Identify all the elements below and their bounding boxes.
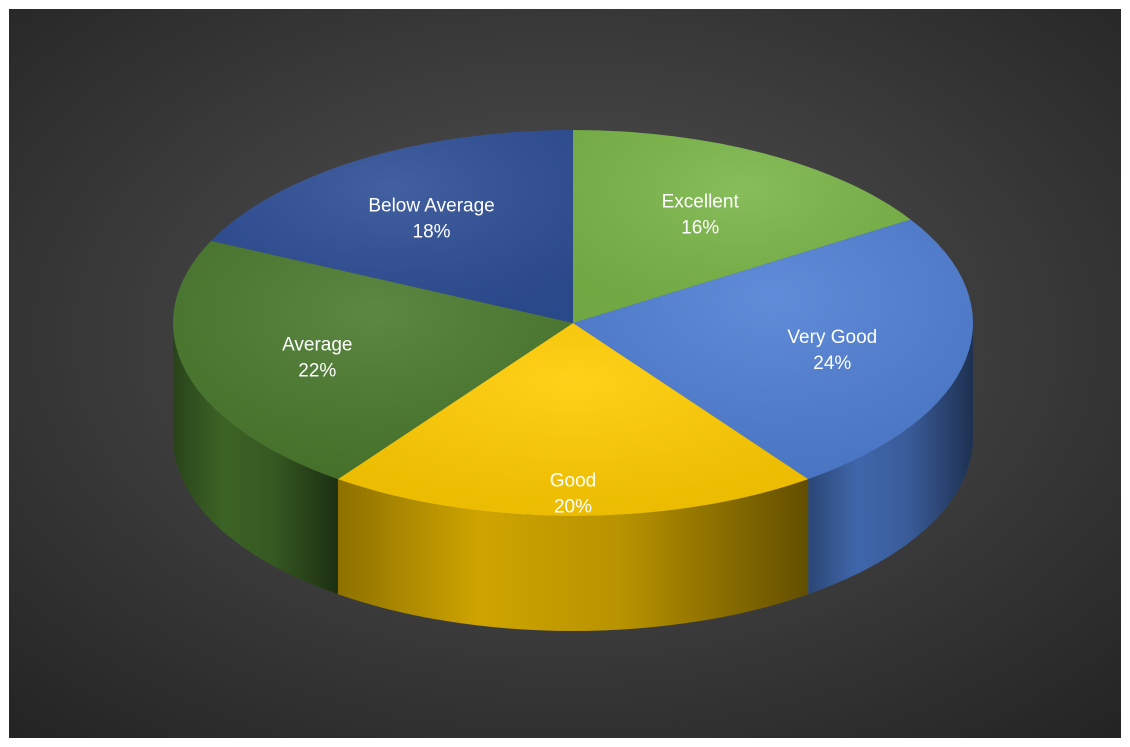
slice-pct-below-average: 18% [413,221,451,242]
pie-slice-gloss [573,219,973,480]
chart-area: Excellent 16% Very Good 24% Good 20% Average 22… [9,9,1121,738]
pie-sides [172,323,973,631]
pie-side-shade [172,323,338,595]
slice-pct-very-good: 24% [813,353,851,374]
pie-slice-gloss [337,323,809,516]
slice-pct-excellent: 16% [681,217,719,238]
pie-side-shade [808,323,973,595]
slice-pct-good: 20% [554,496,592,517]
pie-side-shade [337,479,809,631]
pie-slice-gloss [573,130,911,323]
slice-label-average: Average [282,335,352,356]
slice-label-good: Good [550,470,596,491]
pie-labels: Excellent 16% Very Good 24% Good 20% Average 22… [282,191,877,517]
slice-label-very-good: Very Good [787,327,877,348]
pie-chart: Excellent 16% Very Good 24% Good 20% Average 22… [9,9,1121,738]
pie-tops [172,130,973,516]
slice-pct-average: 22% [298,361,336,382]
slice-label-below-average: Below Average [368,195,494,216]
pie-slice-gloss [211,130,573,323]
pie-slice-gloss [172,240,573,480]
slice-label-excellent: Excellent [662,191,740,212]
